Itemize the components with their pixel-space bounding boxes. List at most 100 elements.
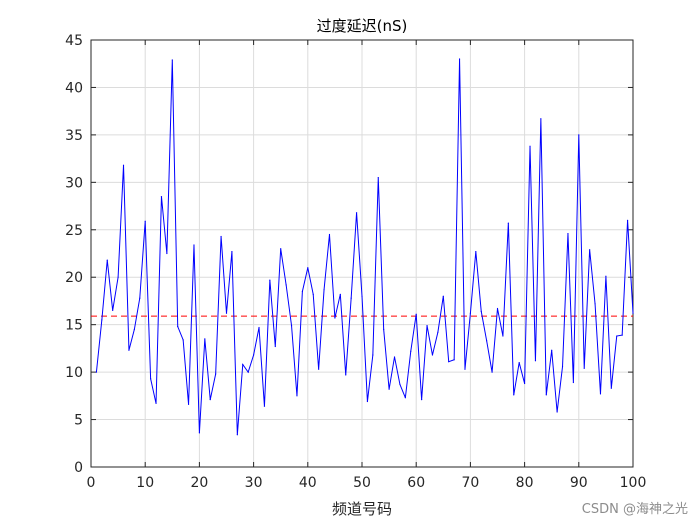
data-point [415, 313, 417, 315]
data-point [393, 356, 396, 358]
data-point [632, 312, 634, 314]
data-point [171, 59, 173, 61]
x-tick-label: 80 [516, 475, 534, 491]
x-tick-label: 30 [245, 475, 263, 491]
data-point [475, 251, 477, 253]
data-point [198, 432, 200, 434]
data-point [426, 325, 428, 327]
data-point [524, 382, 526, 385]
data-point [215, 373, 217, 375]
x-tick-label: 10 [136, 475, 154, 491]
y-tick-label: 20 [65, 270, 83, 286]
data-point [578, 134, 580, 136]
data-point [334, 317, 336, 319]
data-point [307, 267, 309, 269]
data-point [626, 219, 629, 221]
x-tick-label: 70 [461, 475, 479, 491]
data-point [404, 397, 406, 399]
data-point [567, 232, 569, 235]
data-point [496, 307, 499, 310]
data-point [204, 338, 206, 340]
data-point [106, 259, 108, 261]
data-point [328, 233, 331, 236]
data-point [318, 368, 320, 370]
data-point [545, 394, 547, 396]
x-axis-ticks: 0 10 20 30 40 50 60 70 80 90 100 [87, 40, 647, 491]
data-point [133, 328, 135, 331]
data-point [529, 145, 531, 147]
data-point [182, 339, 184, 341]
data-point [421, 399, 423, 401]
data-point [247, 371, 249, 373]
watermark: CSDN @海神之光 [581, 502, 688, 517]
y-tick-label: 45 [65, 33, 83, 49]
data-point [377, 176, 379, 179]
x-tick-label: 40 [299, 475, 317, 491]
data-point [464, 368, 466, 370]
data-point [253, 354, 255, 356]
y-tick-label: 5 [74, 413, 83, 429]
series-line [95, 58, 634, 435]
data-points [95, 58, 634, 436]
data-point [437, 331, 439, 333]
y-axis-ticks: 0 5 10 15 20 25 30 35 40 45 [65, 33, 633, 476]
data-point [513, 394, 515, 396]
data-point [160, 195, 163, 198]
x-tick-label: 60 [407, 475, 425, 491]
data-point [518, 362, 520, 364]
data-point [556, 411, 558, 413]
data-point [442, 295, 444, 297]
data-point [150, 378, 152, 380]
y-tick-label: 10 [65, 365, 83, 381]
data-point [112, 309, 114, 312]
data-point [122, 164, 125, 166]
data-point [101, 319, 103, 321]
data-point [225, 312, 228, 314]
y-tick-label: 40 [65, 80, 83, 96]
data-point [491, 371, 493, 373]
y-tick-label: 25 [65, 223, 83, 239]
data-point [583, 367, 585, 369]
x-tick-label: 100 [620, 475, 647, 491]
data-point [469, 312, 471, 314]
data-point [220, 235, 222, 238]
data-point [561, 365, 564, 368]
y-tick-label: 15 [65, 318, 83, 334]
data-point [301, 290, 303, 293]
data-point [236, 434, 238, 436]
data-point [209, 399, 211, 401]
grid-lines [90, 39, 634, 468]
data-point [117, 276, 119, 278]
data-point [366, 400, 369, 403]
x-tick-label: 20 [190, 475, 208, 491]
data-point [534, 360, 537, 362]
data-point [448, 361, 450, 363]
data-point [572, 381, 574, 384]
data-point [551, 349, 553, 351]
data-point [231, 251, 233, 253]
x-tick-label: 50 [353, 475, 371, 491]
data-point [361, 295, 363, 297]
data-point [193, 244, 195, 246]
data-point [263, 405, 266, 407]
data-point [242, 363, 244, 366]
data-point [540, 118, 542, 120]
data-point [589, 249, 591, 251]
data-point [139, 297, 141, 299]
data-point [187, 403, 190, 405]
data-point [431, 354, 434, 356]
data-point [502, 335, 504, 337]
data-point [480, 310, 482, 312]
data-point [274, 345, 276, 348]
data-point [296, 395, 298, 397]
y-tick-label: 0 [74, 460, 83, 476]
x-tick-label: 90 [570, 475, 588, 491]
data-point [486, 340, 488, 342]
data-point [345, 374, 347, 376]
data-point [290, 325, 293, 327]
data-point [144, 220, 146, 222]
data-point [312, 293, 314, 295]
data-point [128, 349, 130, 351]
data-point [507, 222, 509, 224]
y-tick-label: 35 [65, 128, 83, 144]
